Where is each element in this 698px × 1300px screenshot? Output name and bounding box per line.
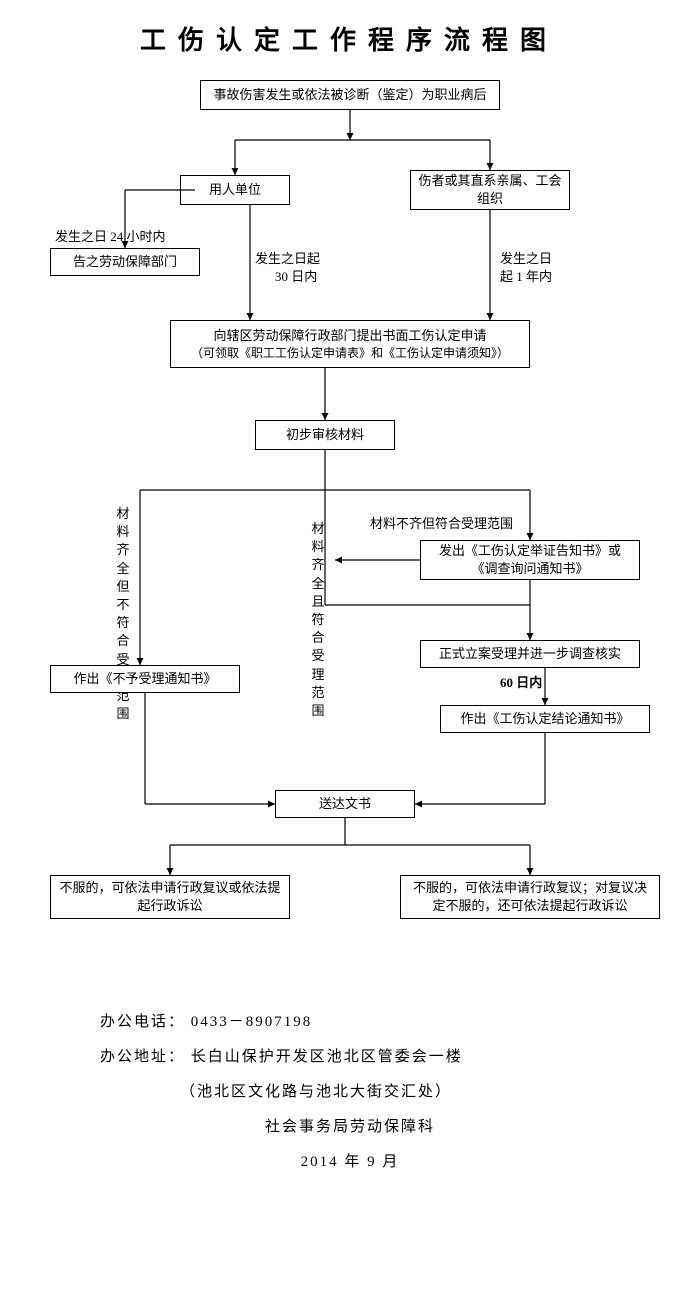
node-victim: 伤者或其直系亲属、工会组织: [410, 170, 570, 210]
apply-line2: （可领取《职工工伤认定申请表》和《工伤认定申请须知》）: [191, 345, 509, 362]
node-notice: 发出《工伤认定举证告知书》或《调查询问通知书》: [420, 540, 640, 580]
label-1y-l2: 起 1 年内: [500, 268, 552, 286]
node-notify: 告之劳动保障部门: [50, 248, 200, 276]
footer: 办公电话： 0433－8907198 办公地址： 长白山保护开发区池北区管委会一…: [100, 1010, 600, 1185]
footer-date: 2014 年 9 月: [100, 1150, 600, 1171]
node-appeal-right: 不服的，可依法申请行政复议；对复议决定不服的，还可依法提起行政诉讼: [400, 875, 660, 919]
node-prelim: 初步审核材料: [255, 420, 395, 450]
node-apply: 向辖区劳动保障行政部门提出书面工伤认定申请 （可领取《职工工伤认定申请表》和《工…: [170, 320, 530, 368]
node-decision: 作出《工伤认定结论通知书》: [440, 705, 650, 733]
footer-dept: 社会事务局劳动保障科: [100, 1115, 600, 1136]
footer-addr1: 办公地址： 长白山保护开发区池北区管委会一楼: [100, 1045, 600, 1066]
label-30d-l2: 30 日内: [275, 268, 317, 286]
label-full-and-scope: 材料齐全且符合受理范围: [310, 520, 326, 720]
apply-line1: 向辖区劳动保障行政部门提出书面工伤认定申请: [213, 327, 486, 345]
node-appeal-left: 不服的，可依法申请行政复议或依法提起行政诉讼: [50, 875, 290, 919]
addr-line1: 长白山保护开发区池北区管委会一楼: [191, 1049, 463, 1065]
label-1y-l1: 发生之日: [500, 250, 552, 268]
page-title: 工伤认定工作程序流程图: [0, 20, 698, 57]
node-start: 事故伤害发生或依法被诊断（鉴定）为职业病后: [200, 80, 500, 110]
label-incomplete-scope: 材料不齐但符合受理范围: [370, 515, 513, 533]
phone-label: 办公电话：: [100, 1014, 185, 1030]
footer-phone: 办公电话： 0433－8907198: [100, 1010, 600, 1031]
addr-label: 办公地址：: [100, 1049, 185, 1065]
footer-addr2: （池北区文化路与池北大街交汇处）: [100, 1080, 600, 1101]
label-30d-l1: 发生之日起: [255, 250, 320, 268]
node-deliver: 送达文书: [275, 790, 415, 818]
label-60d: 60 日内: [500, 674, 542, 692]
node-employer: 用人单位: [180, 175, 290, 205]
label-24h: 发生之日 24 小时内: [55, 228, 195, 246]
node-file-case: 正式立案受理并进一步调查核实: [420, 640, 640, 668]
phone-number: 0433－8907198: [191, 1014, 313, 1030]
node-reject: 作出《不予受理通知书》: [50, 665, 240, 693]
